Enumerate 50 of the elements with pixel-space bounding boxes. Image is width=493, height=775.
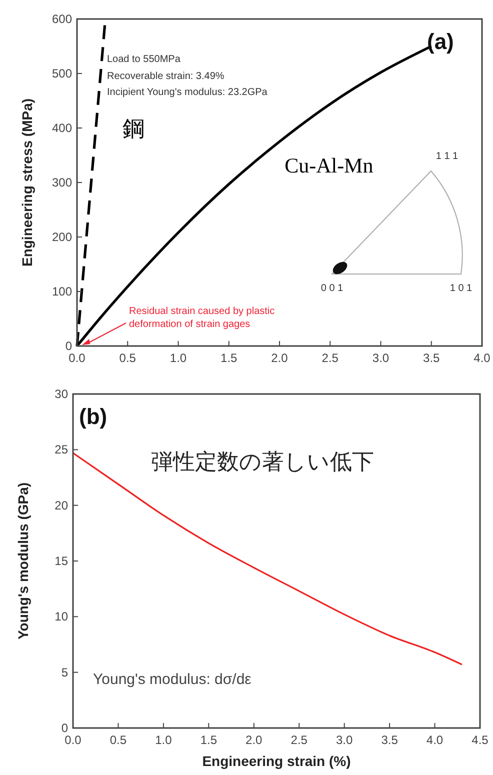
x-tick-label: 4.0 [474,351,491,365]
y-tick-label: 100 [52,284,72,298]
x-tick-label: 3.5 [381,733,398,747]
annotation: 1 0 1 [450,283,473,294]
y-tick-label: 0 [65,339,72,353]
y-tick-label: 0 [61,721,68,735]
annotation: Recoverable strain: 3.49% [107,71,224,82]
y-axis-title: Engineering stress (MPa) [19,98,35,267]
x-tick-label: 2.5 [322,351,339,365]
y-axis-title: Young's modulus (GPa) [15,482,31,640]
x-tick-label: 2.5 [290,733,308,747]
x-tick-label: 0.0 [64,733,82,747]
x-tick-label: 1.0 [155,733,172,747]
annotation: Residual strain caused by plastic deformation of strain gages [129,306,275,330]
annotation: Load to 550MPa [107,54,181,65]
y-tick-label: 300 [52,176,72,190]
y-tick-label: 15 [54,554,68,568]
line-series [72,452,463,666]
y-tick-label: 5 [61,665,68,680]
annotation: 1 1 1 [436,151,459,162]
x-tick-label: 4.5 [472,733,489,747]
annotation: Young's modulus: dσ/dε [93,671,252,688]
x-tick-label: 3.0 [336,733,353,747]
y-tick-label: 600 [52,12,72,26]
annotation: 弾性定数の著しい低下 [151,450,374,475]
x-tick-label: 0.5 [119,351,136,365]
x-tick-label: 0.5 [110,733,127,747]
x-tick-label: 1.5 [220,351,238,365]
x-tick-label: 2.0 [271,351,288,365]
x-tick-label: 3.0 [372,351,390,365]
y-tick-label: 400 [52,121,72,135]
y-tick-label: 30 [54,387,68,401]
annotation: (a) [427,29,454,54]
y-tick-label: 20 [54,498,68,512]
y-tick-label: 25 [54,442,68,457]
x-tick-label: 1.0 [170,351,187,365]
x-tick-label: 3.5 [423,351,440,365]
x-tick-label: 4.0 [426,733,444,747]
series-label: 鋼 [122,117,145,142]
y-tick-label: 500 [52,66,72,80]
series-label: Cu-Al-Mn [284,154,374,178]
x-tick-label: 1.5 [200,733,218,747]
x-axis-title: Engineering strain (%) [202,753,351,769]
x-tick-label: 2.0 [246,733,263,747]
y-tick-label: 10 [54,610,68,624]
annotation: Incipient Young's modulus: 23.2GPa [107,87,268,98]
y-tick-label: 200 [52,230,72,244]
annotation: (b) [79,404,108,429]
x-tick-label: 0.0 [68,351,86,365]
annotation: 0 0 1 [320,283,344,294]
